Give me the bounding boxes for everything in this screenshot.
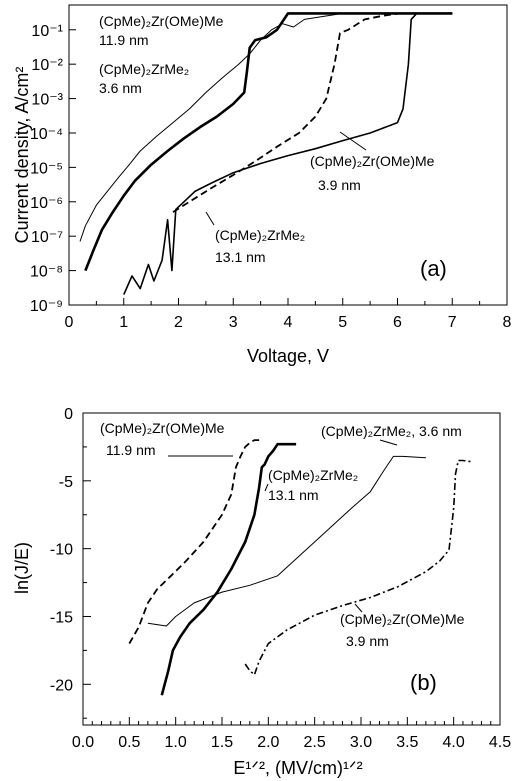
panel-a-x-tick-label: 4: [284, 314, 293, 331]
panel-a-x-tick-label: 7: [448, 314, 457, 331]
panel-b-x-tick-label: 3.0: [350, 734, 372, 751]
panel-a-series-2-line: [79, 12, 453, 242]
panel-b-leader-2: [264, 483, 269, 492]
panel-a-y-axis-label: Current density, A/cm²: [12, 67, 32, 244]
panel-b-y-tick-label: -20: [50, 677, 73, 694]
panel-b-series-4-line: [244, 459, 473, 676]
panel-a-x-tick-label: 0: [65, 314, 74, 331]
panel-a-annotation-2-line1: (CpMe)₂ZrMe₂: [99, 61, 189, 77]
panel-b-x-axis-label: E¹ᐟ², (MV/cm)¹ᐟ²: [233, 758, 362, 778]
panel-a-y-tick-label: 10⁻⁶: [30, 195, 63, 212]
panel-b-y-tick-label: -15: [50, 609, 73, 626]
panel-a-annotation-4-line2: 3.9 nm: [318, 177, 361, 193]
panel-a-x-tick-label: 2: [174, 314, 183, 331]
panel-b-x-tick-label: 1.5: [211, 734, 233, 751]
panel-a-y-tick-label: 10⁻⁵: [30, 160, 63, 177]
panel-b-annotation-4-line2: 3.9 nm: [346, 633, 389, 649]
panel-b-plot-frame: [82, 412, 501, 726]
panel-a-annotation-4-line1: (CpMe)₂Zr(OMe)Me: [310, 153, 435, 169]
panel-a-annotation-3-line2: 13.1 nm: [215, 249, 266, 265]
panel-b-x-tick-label: 0.5: [118, 734, 140, 751]
panel-a-series-4-line: [123, 12, 453, 295]
panel-b-x-tick-label: 4.0: [443, 734, 465, 751]
panel-b-x-tick-label: 2.5: [304, 734, 326, 751]
panel-b-y-tick-label: 0: [64, 406, 73, 423]
panel-b-series-3-line: [147, 455, 426, 627]
panel-a-x-tick-label: 1: [119, 314, 128, 331]
panel-b-annotation-2-line2: 13.1 nm: [268, 487, 319, 503]
panel-a-y-tick-label: 10⁻⁸: [30, 264, 63, 281]
panel-a-y-tick-label: 10⁻⁹: [30, 298, 63, 315]
panel-b-y-axis-label: ln(J/E): [12, 542, 32, 594]
panel-b-x-tick-label: 4.5: [489, 734, 511, 751]
panel-b-annotation-2-line1: (CpMe)₂ZrMe₂: [268, 467, 358, 483]
panel-a-leader-2: [205, 211, 215, 226]
panel-a-annotation-1-line2: 11.9 nm: [99, 32, 149, 48]
panel-b-series-1-line: [160, 442, 297, 696]
panel-a-leader-1: [339, 131, 367, 151]
panel-a-series-1-line: [84, 12, 453, 272]
panel-b-x-tick-label: 3.5: [396, 734, 418, 751]
panel-b-x-tick-label: 2.0: [257, 734, 279, 751]
panel-b-annotation-1-line2: 11.9 nm: [106, 442, 156, 458]
panel-b-chart: 0.0 0.5 1.0 1.5 2.0 2.5 3.0 3.5 4.0 4.5 0 -5 -10 -15…: [12, 406, 511, 778]
panel-b-panel-label: (b): [410, 670, 437, 695]
panel-a-y-tick-label: 10⁻³: [31, 92, 63, 109]
panel-a-y-tick-label: 10⁻¹: [31, 23, 63, 40]
panel-a-y-tick-label: 10⁻⁷: [31, 229, 63, 246]
panel-b-annotation-4-line1: (CpMe)₂Zr(OMe)Me: [340, 611, 465, 627]
panel-a-panel-label: (a): [420, 256, 447, 281]
panel-b-series-2-line: [128, 439, 260, 645]
panel-a-x-tick-label: 3: [229, 314, 238, 331]
panel-a-x-tick-label: 6: [393, 314, 402, 331]
panel-a-y-axis: 10⁻⁹ 10⁻⁸ 10⁻⁷ 10⁻⁶ 10⁻⁵ 10⁻⁴ 10⁻³ 10⁻² 10⁻¹: [30, 23, 76, 315]
panel-b-annotation-3: (CpMe)₂ZrMe₂, 3.6 nm: [321, 423, 462, 439]
panel-a-y-tick-label: 10⁻⁴: [30, 126, 63, 143]
panel-b-series: [128, 439, 473, 696]
panel-b-x-tick-label: 1.0: [165, 734, 187, 751]
panel-a-annotation-2-line2: 3.6 nm: [99, 80, 142, 96]
panel-a-x-axis: 0 1 2 3 4 5 6 7 8: [65, 298, 512, 331]
panel-b-y-tick-label: -5: [59, 474, 73, 491]
panel-b-x-axis: 0.0 0.5 1.0 1.5 2.0 2.5 3.0 3.5 4.0 4.5: [72, 717, 511, 751]
panel-a-x-tick-label: 8: [503, 314, 512, 331]
panel-b-leader-4: [354, 603, 363, 613]
panel-a-x-axis-label: Voltage, V: [247, 346, 329, 366]
panel-b-y-axis: 0 -5 -10 -15 -20: [50, 406, 91, 719]
panel-a-series-3-line: [172, 12, 453, 213]
panel-b-leader-3: [379, 439, 398, 446]
panel-b-y-tick-label: -10: [50, 542, 73, 559]
panel-a-y-tick-label: 10⁻²: [31, 57, 63, 74]
panel-a-annotation-3-line1: (CpMe)₂ZrMe₂: [215, 227, 305, 243]
panel-a-series: [79, 12, 453, 295]
panel-b-annotation-1-line1: (CpMe)₂Zr(OMe)Me: [100, 420, 225, 436]
panel-a-x-tick-label: 5: [338, 314, 347, 331]
panel-b-x-tick-label: 0.0: [72, 734, 94, 751]
panel-a-annotation-1-line1: (CpMe)₂Zr(OMe)Me: [99, 13, 224, 29]
